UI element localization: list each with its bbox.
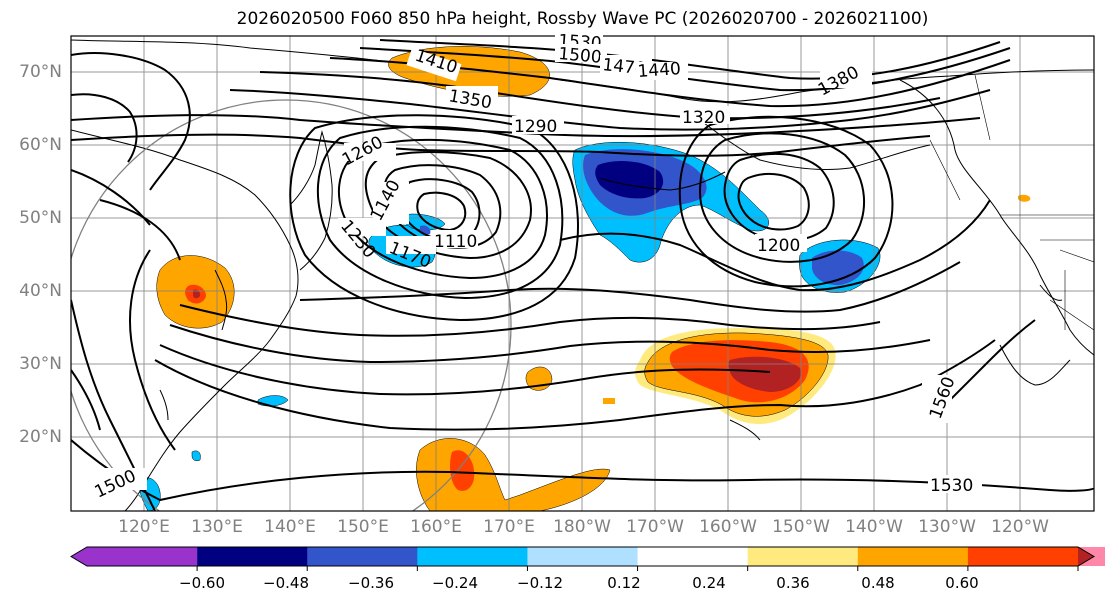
lat-label: 70°N [19,62,62,82]
great-circle-outline [71,99,512,511]
lat-label: 30°N [19,354,62,374]
lon-label: 130°E [191,517,243,537]
colorbar-tick-label: −0.60 [179,574,225,592]
colorbar-segment [747,547,859,566]
lat-label: 50°N [19,208,62,228]
lon-label: 160°W [699,517,757,537]
contour-label: 1200 [757,236,800,256]
contour-label: 1440 [637,59,682,82]
colorbar-segment [307,547,418,566]
lon-label: 120°E [118,517,170,537]
colorbar-tick-label: 0.12 [607,574,641,592]
lon-label: 140°W [845,517,903,537]
contour-label: 1500 [558,44,603,68]
colorbar-tick-label: −0.24 [432,574,478,592]
lon-label: 150°W [772,517,830,537]
colorbar-segment [1078,547,1105,566]
contour-label: 1110 [434,232,477,252]
colorbar-segment [417,547,528,566]
country-borders [929,74,1094,331]
colorbar-segment [197,547,308,566]
lon-label: 130°W [918,517,976,537]
contour-label: 1530 [930,476,973,496]
lon-label: 170°W [626,517,684,537]
colorbar-outline [70,546,1095,567]
colorbar-tick-label: −0.36 [348,574,394,592]
lon-label: 160°E [410,517,462,537]
lat-label: 20°N [19,427,62,447]
colorbar-tick-label: 0.60 [945,574,979,592]
colorbar-tick-label: 0.24 [692,574,726,592]
colorbar-segment [637,547,749,566]
colorbar-tick-label: 0.36 [776,574,810,592]
colorbar-segment [857,547,969,566]
lon-label: 120°W [991,517,1049,537]
contour-label: 1320 [682,108,725,128]
coastlines [71,39,1094,511]
lat-label: 60°N [19,135,62,155]
colorbar-tick-label: 0.48 [861,574,895,592]
lat-label: 40°N [19,281,62,301]
colorbar-segment [967,547,1079,566]
lon-label: 180°W [553,517,611,537]
colorbar [70,546,1105,571]
chart-title: 2026020500 F060 850 hPa height, Rossby W… [236,9,929,29]
lon-label: 150°E [337,517,389,537]
colorbar-segment [71,547,198,566]
map-gridlines [71,36,1094,511]
colorbar-tick-label: −0.12 [517,574,563,592]
lon-label: 170°E [483,517,535,537]
colorbar-tick-label: −0.48 [263,574,309,592]
colorbar-segment [527,547,639,566]
contour-label: 1290 [514,117,557,137]
lon-label: 140°E [264,517,316,537]
